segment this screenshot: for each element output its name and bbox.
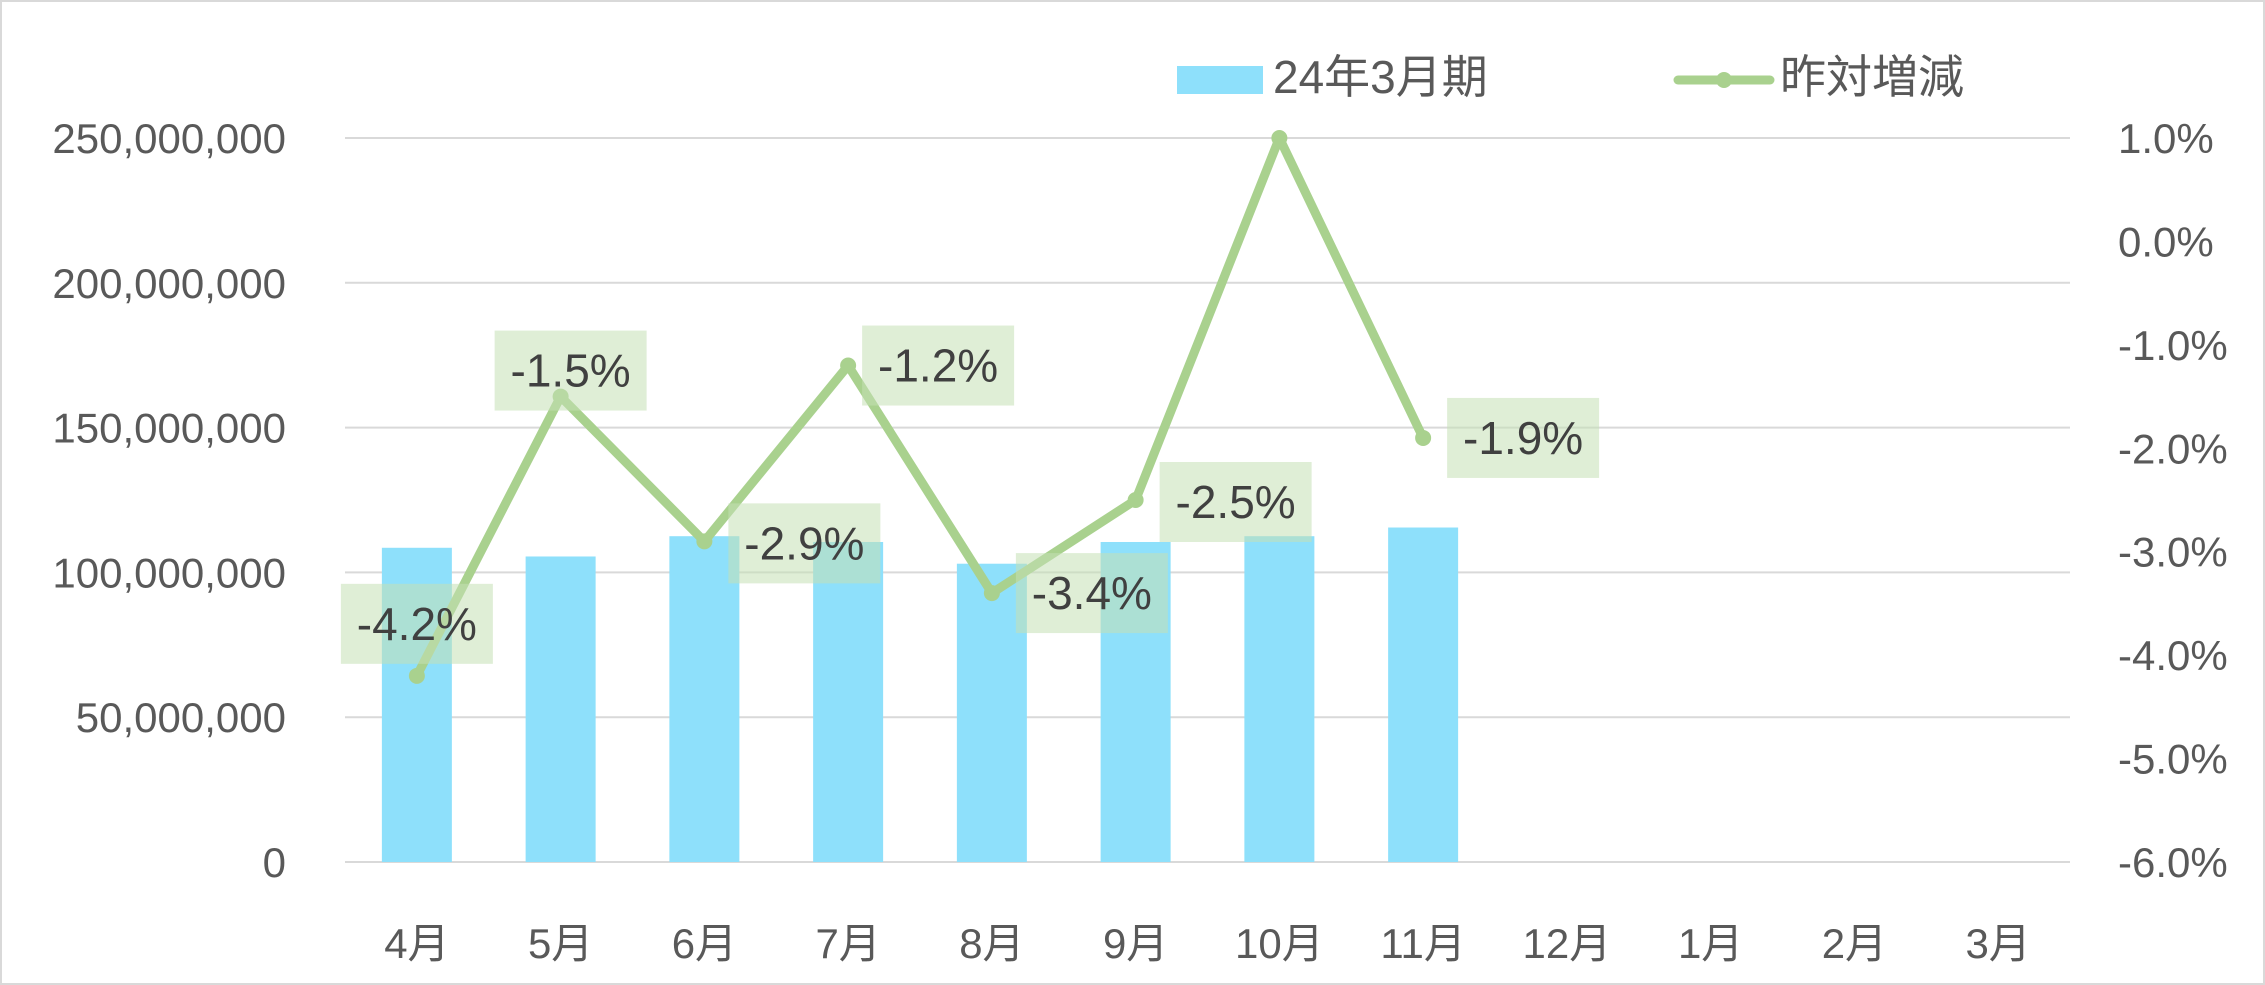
y-right-tick-label: -2.0% — [2118, 425, 2228, 472]
line-point — [1271, 130, 1288, 146]
x-tick-label: 4月 — [384, 920, 449, 967]
bar — [1388, 527, 1459, 862]
x-tick-label: 12月 — [1523, 920, 1612, 967]
line-point — [696, 533, 713, 550]
legend-line-label: 昨対増減 — [1780, 51, 1964, 103]
legend-bar-swatch — [1177, 66, 1263, 94]
y-left-tick-label: 250,000,000 — [52, 115, 286, 162]
x-tick-label: 5月 — [528, 920, 593, 967]
x-tick-label: 2月 — [1822, 920, 1887, 967]
y-left-tick-label: 200,000,000 — [52, 260, 286, 307]
line-point — [1415, 429, 1432, 446]
data-label-box — [1447, 397, 1600, 478]
y-axis-left: 0 50,000,000 100,000,000 150,000,000 200,000… — [52, 115, 286, 886]
line-point — [1127, 492, 1144, 508]
line-path — [412, 133, 1428, 681]
x-tick-label: 7月 — [815, 920, 880, 967]
x-tick-label: 1月 — [1678, 920, 1743, 967]
bar — [956, 563, 1027, 862]
y-left-tick-label: 100,000,000 — [52, 549, 286, 596]
data-label-box — [728, 503, 881, 584]
y-axis-right: -6.0% -5.0% -4.0% -3.0% -2.0% -1.0% 0.0% 1.0% — [2118, 115, 2228, 886]
legend: 24年3月期 昨対増減 — [1177, 51, 1964, 103]
line-point — [408, 667, 425, 684]
data-label: -1.2% — [878, 340, 998, 392]
data-label-box — [494, 330, 647, 411]
data-label-box — [862, 325, 1015, 406]
bar — [1244, 536, 1315, 862]
y-right-tick-label: -5.0% — [2118, 736, 2228, 783]
bar — [669, 536, 740, 862]
legend-line-marker — [1716, 72, 1732, 88]
y-left-tick-label: 0 — [263, 839, 286, 886]
x-tick-label: 6月 — [672, 920, 737, 967]
data-label: -2.5% — [1176, 476, 1296, 528]
y-right-tick-label: -6.0% — [2118, 839, 2228, 886]
x-axis: 4月 5月 6月 7月 8月 9月 10月 11月 12月 1月 2月 3月 — [384, 920, 2031, 967]
y-right-tick-label: -3.0% — [2118, 529, 2228, 576]
x-tick-label: 3月 — [1965, 920, 2030, 967]
x-tick-label: 8月 — [959, 920, 1024, 967]
x-tick-label: 11月 — [1380, 920, 1466, 967]
bar — [525, 556, 596, 862]
data-labels: -4.2% -1.5% -2.9% -1.2% -3.4% -2.5% -1.9% — [340, 325, 1600, 664]
gridlines — [345, 137, 2070, 863]
y-left-tick-label: 150,000,000 — [52, 405, 286, 452]
line-point — [840, 357, 857, 374]
data-label: -2.9% — [744, 517, 864, 569]
line-point — [983, 585, 1000, 602]
data-label-box — [1159, 462, 1312, 542]
data-label: -1.5% — [511, 345, 631, 397]
y-right-tick-label: -4.0% — [2118, 632, 2228, 679]
data-label-box — [1015, 553, 1168, 634]
bar-series — [381, 527, 1459, 862]
y-right-tick-label: 1.0% — [2118, 115, 2214, 162]
data-label-box — [340, 583, 493, 664]
y-right-tick-label: -1.0% — [2118, 322, 2228, 369]
x-tick-label: 10月 — [1235, 920, 1324, 967]
data-label: -4.2% — [357, 598, 477, 650]
data-label: -3.4% — [1032, 567, 1152, 619]
y-left-tick-label: 50,000,000 — [76, 694, 286, 741]
x-tick-label: 9月 — [1103, 920, 1168, 967]
bar — [813, 541, 884, 862]
data-label: -1.9% — [1463, 412, 1583, 464]
legend-bar-label: 24年3月期 — [1273, 51, 1488, 103]
y-right-tick-label: 0.0% — [2118, 218, 2214, 265]
